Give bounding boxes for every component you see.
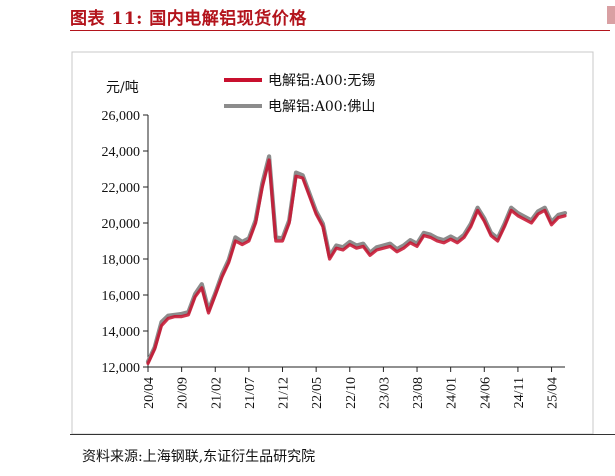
x-tick-label: 20/04 bbox=[142, 377, 157, 409]
x-axis: 20/04 20/09 21/02 21/07 21/12 22/05 22/10 23/03… bbox=[142, 366, 565, 409]
legend-label: 电解铝:A00:佛山 bbox=[268, 99, 375, 115]
y-tick-label: 22,000 bbox=[102, 181, 141, 196]
x-tick-label: 22/05 bbox=[310, 377, 325, 409]
x-tick-label: 24/01 bbox=[445, 377, 460, 409]
y-tick-label: 12,000 bbox=[102, 361, 141, 376]
series-line-wuxi bbox=[146, 158, 567, 365]
x-tick-label: 24/06 bbox=[478, 377, 493, 409]
x-tick-label: 21/02 bbox=[209, 377, 224, 409]
x-tick-label: 25/04 bbox=[546, 377, 561, 409]
title-underline bbox=[70, 30, 610, 31]
x-tick-label: 21/12 bbox=[277, 377, 292, 409]
source-divider bbox=[70, 434, 615, 435]
y-tick-label: 20,000 bbox=[102, 217, 141, 232]
y-axis: 12,000 14,000 16,000 18,000 20,000 22,000 24,0… bbox=[102, 109, 149, 376]
adjacent-figure-edge bbox=[607, 6, 615, 24]
x-tick-label: 23/03 bbox=[377, 377, 392, 409]
y-tick-label: 16,000 bbox=[102, 289, 141, 304]
x-tick-label: 21/07 bbox=[243, 377, 258, 409]
y-tick-label: 26,000 bbox=[102, 109, 141, 124]
legend-label: 电解铝:A00:无锡 bbox=[268, 73, 375, 89]
y-tick-label: 14,000 bbox=[102, 325, 141, 340]
chart-frame bbox=[71, 51, 594, 435]
y-axis-unit-label: 元/吨 bbox=[106, 80, 139, 96]
series-lines bbox=[145, 154, 568, 365]
x-tick-label: 23/08 bbox=[411, 377, 426, 409]
source-note: 资料来源:上海钢联,东证衍生品研究院 bbox=[82, 449, 316, 465]
x-tick-label: 22/10 bbox=[344, 377, 359, 409]
x-tick-label: 24/11 bbox=[512, 377, 527, 408]
y-tick-label: 18,000 bbox=[102, 253, 141, 268]
chart-title: 图表 11: 国内电解铝现货价格 bbox=[70, 9, 307, 29]
y-tick-label: 24,000 bbox=[102, 145, 141, 160]
x-tick-label: 20/09 bbox=[176, 377, 191, 409]
